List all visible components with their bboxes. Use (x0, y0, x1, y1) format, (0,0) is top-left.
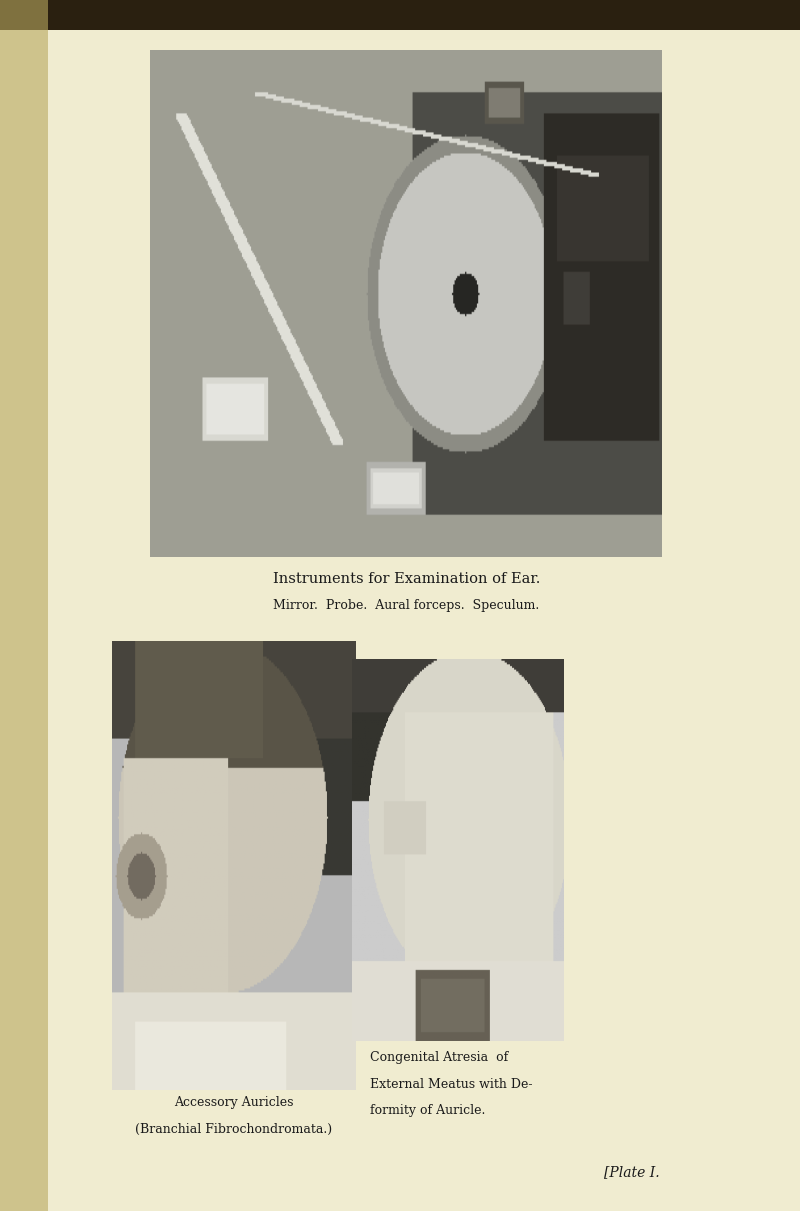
Text: (Branchial Fibrochondromata.): (Branchial Fibrochondromata.) (135, 1123, 332, 1136)
Bar (0, 0, 48, 1211)
Text: Mirror.  Probe.  Aural forceps.  Speculum.: Mirror. Probe. Aural forceps. Speculum. (274, 599, 539, 613)
Text: Congenital Atresia  of: Congenital Atresia of (370, 1051, 508, 1064)
Text: External Meatus with De-: External Meatus with De- (370, 1078, 532, 1091)
Text: Instruments for Examination of Ear.: Instruments for Examination of Ear. (273, 572, 540, 586)
Text: [Plate I.: [Plate I. (604, 1165, 660, 1180)
Text: formity of Auricle.: formity of Auricle. (370, 1104, 485, 1118)
Text: Accessory Auricles: Accessory Auricles (174, 1096, 294, 1109)
Bar (0, 0, 800, 30)
